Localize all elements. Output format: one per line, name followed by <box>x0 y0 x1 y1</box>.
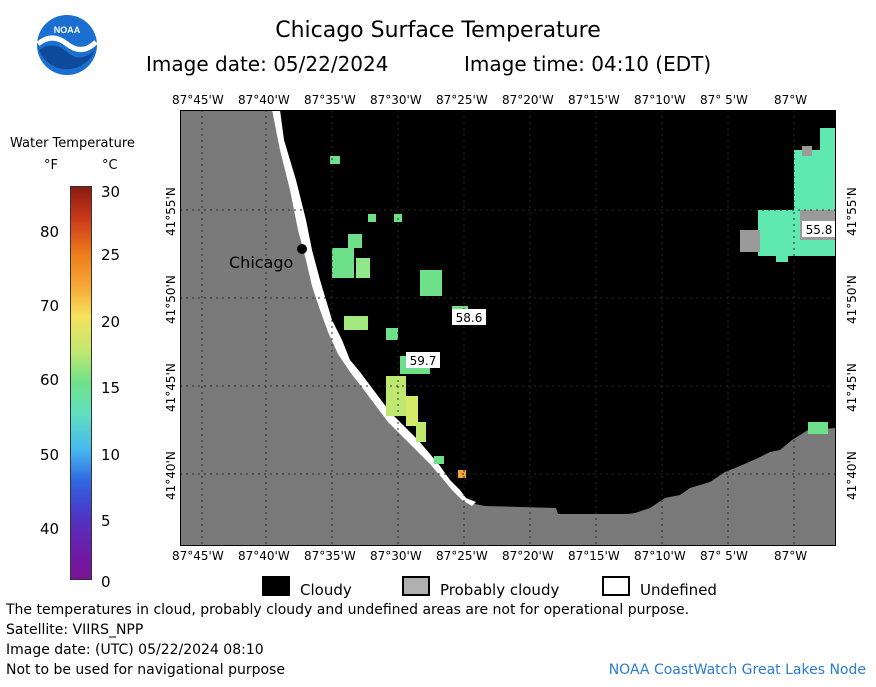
noaa-logo: NOAA <box>36 15 98 75</box>
key-probably-cloudy-swatch <box>402 576 430 596</box>
celsius-tick-label: 0 <box>101 573 111 591</box>
svg-text:59.7: 59.7 <box>410 354 437 368</box>
latitude-label-left: 41°45'N <box>164 363 178 412</box>
longitude-label-top: 87° 5'W <box>700 93 748 107</box>
disclaimer-text: The temperatures in cloud, probably clou… <box>6 602 690 618</box>
celsius-tick-label: 25 <box>101 246 121 264</box>
longitude-label-top: 87°15'W <box>568 93 620 107</box>
longitude-label-bottom: 87°45'W <box>172 549 224 563</box>
reading-59-7: 59.7 <box>406 352 440 368</box>
latitude-label-right: 41°40'N <box>845 451 859 500</box>
longitude-label-bottom: 87°40'W <box>238 549 290 563</box>
longitude-label-bottom: 87°30'W <box>370 549 422 563</box>
latitude-label-left: 41°55'N <box>164 187 178 236</box>
unit-celsius: °C <box>102 158 118 173</box>
navigation-warning: Not to be used for navigational purpose <box>6 662 285 678</box>
latitude-label-left: 41°40'N <box>164 451 178 500</box>
longitude-label-bottom: 87°W <box>774 549 808 563</box>
latitude-label-left: 41°50'N <box>164 275 178 324</box>
key-undefined-swatch <box>602 576 630 596</box>
celsius-tick-label: 5 <box>101 512 111 530</box>
graticule <box>180 110 836 546</box>
key-cloudy-swatch <box>262 576 290 596</box>
key-probably-cloudy-label: Probably cloudy <box>440 581 560 599</box>
longitude-label-bottom: 87° 5'W <box>700 549 748 563</box>
svg-text:58.6: 58.6 <box>456 311 483 325</box>
latitude-label-right: 41°45'N <box>845 363 859 412</box>
satellite-text: Satellite: VIIRS_NPP <box>6 622 144 638</box>
longitude-label-top: 87°W <box>774 93 808 107</box>
utc-date-text: Image date: (UTC) 05/22/2024 08:10 <box>6 642 264 658</box>
celsius-tick-label: 15 <box>101 379 121 397</box>
page-title: Chicago Surface Temperature <box>275 18 601 43</box>
legend-title: Water Temperature <box>10 136 135 151</box>
map-border <box>180 110 836 546</box>
fahrenheit-tick-label: 60 <box>40 371 60 389</box>
latitude-label-right: 41°50'N <box>845 275 859 324</box>
fahrenheit-tick-label: 40 <box>40 520 60 538</box>
key-cloudy-label: Cloudy <box>300 581 352 599</box>
longitude-label-top: 87°25'W <box>436 93 488 107</box>
fahrenheit-tick-label: 70 <box>40 297 60 315</box>
longitude-label-top: 87°40'W <box>238 93 290 107</box>
temperature-map: 58.6 59.7 55.8 <box>180 110 836 546</box>
longitude-label-bottom: 87°15'W <box>568 549 620 563</box>
reading-58-6: 58.6 <box>452 309 486 325</box>
longitude-label-top: 87°10'W <box>634 93 686 107</box>
longitude-label-top: 87°45'W <box>172 93 224 107</box>
city-marker <box>297 244 307 254</box>
fahrenheit-tick-label: 50 <box>40 446 60 464</box>
longitude-label-bottom: 87°10'W <box>634 549 686 563</box>
longitude-label-bottom: 87°20'W <box>502 549 554 563</box>
longitude-label-top: 87°20'W <box>502 93 554 107</box>
fahrenheit-tick-label: 80 <box>40 223 60 241</box>
celsius-tick-label: 30 <box>101 183 121 201</box>
logo-text: NOAA <box>54 25 81 35</box>
celsius-tick-label: 20 <box>101 313 121 331</box>
latitude-label-right: 41°55'N <box>845 187 859 236</box>
celsius-tick-label: 10 <box>101 446 121 464</box>
image-date: Image date: 05/22/2024 <box>146 52 389 76</box>
city-label: Chicago <box>229 253 294 272</box>
key-undefined-label: Undefined <box>640 581 717 599</box>
longitude-label-bottom: 87°35'W <box>304 549 356 563</box>
temperature-colorbar <box>70 186 92 580</box>
svg-text:55.8: 55.8 <box>806 223 833 237</box>
longitude-label-top: 87°35'W <box>304 93 356 107</box>
unit-fahrenheit: °F <box>44 158 58 173</box>
longitude-label-bottom: 87°25'W <box>436 549 488 563</box>
longitude-label-top: 87°30'W <box>370 93 422 107</box>
reading-55-8: 55.8 <box>802 221 836 237</box>
credit-text: NOAA CoastWatch Great Lakes Node <box>608 662 866 678</box>
image-time: Image time: 04:10 (EDT) <box>464 52 712 76</box>
